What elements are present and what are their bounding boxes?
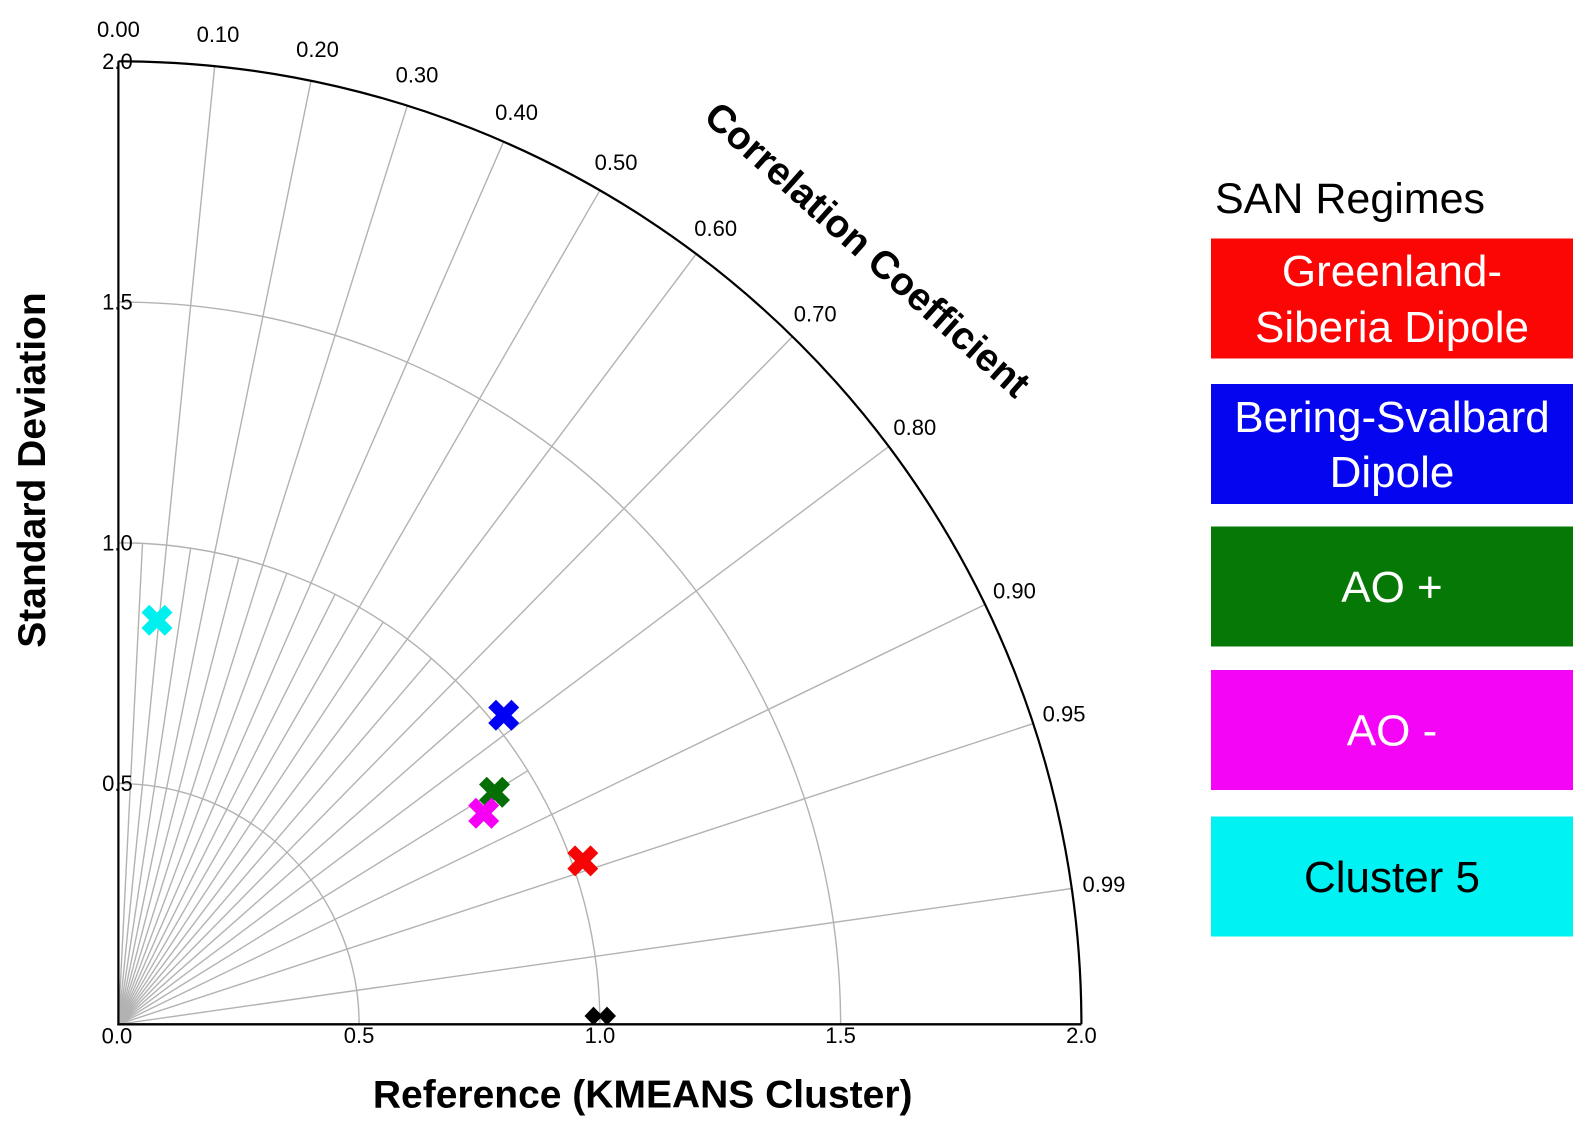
svg-text:Dipole: Dipole [1330, 448, 1455, 497]
svg-text:0.80: 0.80 [893, 415, 936, 440]
svg-text:0.70: 0.70 [794, 301, 837, 326]
svg-text:2.0: 2.0 [1066, 1023, 1097, 1048]
svg-text:0.20: 0.20 [296, 37, 339, 62]
svg-text:0.50: 0.50 [595, 150, 638, 175]
svg-text:0.00: 0.00 [97, 17, 140, 42]
svg-text:AO -: AO - [1347, 707, 1437, 756]
svg-text:0.40: 0.40 [495, 100, 538, 125]
svg-text:1.0: 1.0 [585, 1023, 616, 1048]
svg-text:SAN Regimes: SAN Regimes [1215, 175, 1485, 223]
svg-text:0.5: 0.5 [344, 1023, 375, 1048]
svg-text:0.30: 0.30 [396, 63, 439, 88]
svg-text:0.90: 0.90 [993, 578, 1036, 603]
svg-text:0.5: 0.5 [102, 771, 133, 796]
svg-text:Greenland-: Greenland- [1282, 247, 1502, 296]
svg-text:0.0: 0.0 [102, 1024, 133, 1049]
svg-text:Reference (KMEANS Cluster): Reference (KMEANS Cluster) [373, 1074, 913, 1117]
svg-text:0.99: 0.99 [1082, 872, 1125, 897]
svg-text:Standard Deviation: Standard Deviation [11, 292, 54, 647]
svg-text:Cluster 5: Cluster 5 [1304, 853, 1480, 902]
svg-text:1.0: 1.0 [102, 530, 133, 555]
svg-text:0.95: 0.95 [1043, 702, 1086, 727]
svg-text:AO +: AO + [1341, 563, 1443, 612]
svg-text:1.5: 1.5 [102, 290, 133, 315]
svg-text:0.60: 0.60 [694, 216, 737, 241]
svg-text:1.5: 1.5 [825, 1023, 856, 1048]
svg-text:0.10: 0.10 [197, 22, 240, 47]
svg-text:Bering-Svalbard: Bering-Svalbard [1234, 393, 1550, 442]
svg-text:Siberia Dipole: Siberia Dipole [1255, 303, 1529, 352]
svg-text:2.0: 2.0 [102, 49, 133, 74]
